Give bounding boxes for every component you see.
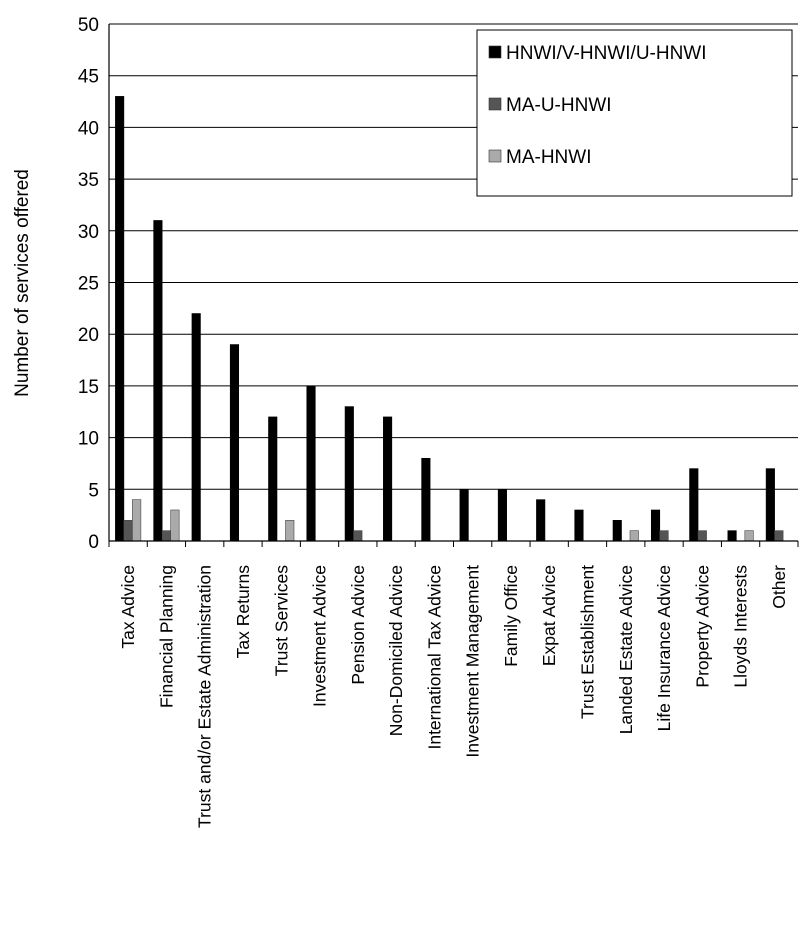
legend-swatch <box>488 97 502 111</box>
legend-label: MA-U-HNWI <box>506 95 612 116</box>
x-category-label: Life Insurance Advice <box>654 565 674 731</box>
y-tick-label: 25 <box>78 274 99 295</box>
bar-ma-u-hnwi <box>774 530 784 542</box>
bar-hnwi-v-hnwi-u-hnwi <box>191 313 201 542</box>
bars <box>115 96 784 542</box>
x-category-label: Non-Domiciled Advice <box>386 565 406 736</box>
x-category-label: Tax Advice <box>118 565 138 649</box>
bar-hnwi-v-hnwi-u-hnwi <box>115 96 125 542</box>
x-category-label: Tax Returns <box>233 565 253 659</box>
y-tick-label: 5 <box>88 480 99 501</box>
legend-swatch <box>488 45 502 59</box>
bar-hnwi-v-hnwi-u-hnwi <box>421 457 431 542</box>
axes <box>108 24 799 547</box>
bar-hnwi-v-hnwi-u-hnwi <box>153 220 163 542</box>
y-axis-title: Number of services offered <box>12 169 33 397</box>
bar-ma-u-hnwi <box>659 530 669 542</box>
bar-ma-hnwi <box>132 499 142 542</box>
x-category-label: Investment Management <box>463 565 483 758</box>
y-tick-label: 35 <box>78 170 99 191</box>
x-category-label: Expat Advice <box>539 565 559 666</box>
x-category-label: Other <box>769 565 789 609</box>
legend: HNWI/V-HNWI/U-HNWI MA-U-HNWI MA-HNWI <box>476 29 793 197</box>
bar-ma-u-hnwi <box>161 530 171 542</box>
bar-hnwi-v-hnwi-u-hnwi <box>765 468 775 542</box>
y-tick-label: 45 <box>78 67 99 88</box>
bar-hnwi-v-hnwi-u-hnwi <box>612 520 622 542</box>
bar-hnwi-v-hnwi-u-hnwi <box>689 468 699 542</box>
legend-box <box>476 29 793 197</box>
legend-swatch <box>488 149 502 163</box>
legend-label: MA-HNWI <box>506 147 591 168</box>
bar-hnwi-v-hnwi-u-hnwi <box>536 499 546 542</box>
x-category-label: Trust and/or Estate Administration <box>195 565 215 828</box>
bar-hnwi-v-hnwi-u-hnwi <box>383 416 393 542</box>
x-category-label: Trust Establishment <box>577 565 597 719</box>
y-tick-label: 30 <box>78 222 99 243</box>
y-tick-label: 15 <box>78 377 99 398</box>
bar-hnwi-v-hnwi-u-hnwi <box>574 509 584 542</box>
bar-hnwi-v-hnwi-u-hnwi <box>268 416 278 542</box>
x-category-label: International Tax Advice <box>424 565 444 750</box>
x-category-label: Investment Advice <box>310 565 330 707</box>
bar-ma-u-hnwi <box>123 520 133 542</box>
bar-hnwi-v-hnwi-u-hnwi <box>727 530 737 542</box>
bar-ma-hnwi <box>629 530 639 542</box>
bar-ma-hnwi <box>285 520 295 542</box>
y-tick-label: 0 <box>88 532 99 553</box>
x-category-label: Property Advice <box>692 565 712 688</box>
bar-hnwi-v-hnwi-u-hnwi <box>306 385 316 542</box>
bar-hnwi-v-hnwi-u-hnwi <box>344 406 354 542</box>
gridlines <box>109 23 798 490</box>
bar-hnwi-v-hnwi-u-hnwi <box>229 344 240 542</box>
y-tick-label: 10 <box>78 429 99 450</box>
y-tick-label: 50 <box>78 15 99 36</box>
x-category-label: Landed Estate Advice <box>616 565 636 734</box>
bar-hnwi-v-hnwi-u-hnwi <box>459 488 469 542</box>
x-category-label: Financial Planning <box>156 565 176 708</box>
bar-ma-hnwi <box>744 530 754 542</box>
y-tick-label: 40 <box>78 118 99 139</box>
y-tick-label: 20 <box>78 325 99 346</box>
bar-ma-hnwi <box>170 509 180 542</box>
x-category-label: Trust Services <box>271 565 291 676</box>
x-category-label: Pension Advice <box>348 565 368 685</box>
x-category-label: Lloyds Interests <box>731 565 751 688</box>
bar-hnwi-v-hnwi-u-hnwi <box>650 509 661 542</box>
bar-hnwi-v-hnwi-u-hnwi <box>497 488 507 542</box>
x-category-labels: Tax Advice Financial Planning Trust and/or… <box>118 565 789 828</box>
bar-ma-u-hnwi <box>697 530 707 542</box>
bar-ma-u-hnwi <box>353 530 363 542</box>
legend-label: HNWI/V-HNWI/U-HNWI <box>506 43 707 64</box>
y-tick-labels: 0 5 10 15 20 25 30 35 40 45 50 <box>78 15 99 553</box>
x-category-label: Family Office <box>501 565 521 667</box>
